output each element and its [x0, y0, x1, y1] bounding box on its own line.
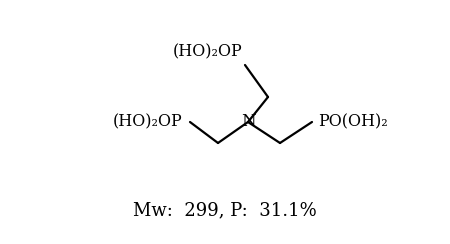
- Text: (HO)₂OP: (HO)₂OP: [173, 43, 243, 60]
- Text: (HO)₂OP: (HO)₂OP: [113, 113, 183, 131]
- Text: PO(OH)₂: PO(OH)₂: [318, 113, 388, 131]
- Text: N: N: [241, 113, 255, 131]
- Text: Mw:  299, P:  31.1%: Mw: 299, P: 31.1%: [133, 201, 317, 219]
